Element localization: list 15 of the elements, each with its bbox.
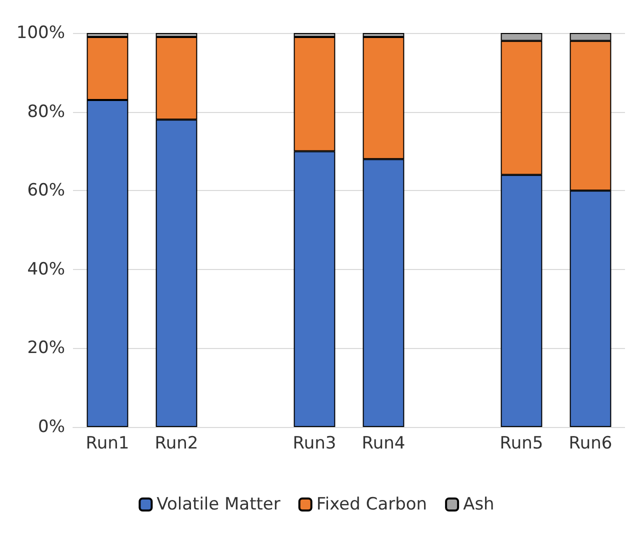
legend-label: Fixed Carbon xyxy=(316,494,428,514)
x-tick-label: Run1 xyxy=(86,434,130,454)
x-tick-label: Run4 xyxy=(362,434,406,454)
legend-label: Volatile Matter xyxy=(156,494,280,514)
y-tick-label: 100% xyxy=(16,23,65,43)
y-tick-label: 40% xyxy=(27,259,65,280)
x-tick-label: Run3 xyxy=(292,434,336,454)
y-tick-label: 0% xyxy=(38,417,65,437)
x-tick-label: Run6 xyxy=(568,434,612,454)
y-tick-label: 60% xyxy=(27,180,65,201)
x-tick-label: Run5 xyxy=(500,434,544,454)
y-tick-label: 80% xyxy=(27,102,65,122)
legend-label: Ash xyxy=(463,494,494,514)
y-tick-label: 20% xyxy=(27,338,65,358)
x-tick-label: Run2 xyxy=(154,434,198,454)
